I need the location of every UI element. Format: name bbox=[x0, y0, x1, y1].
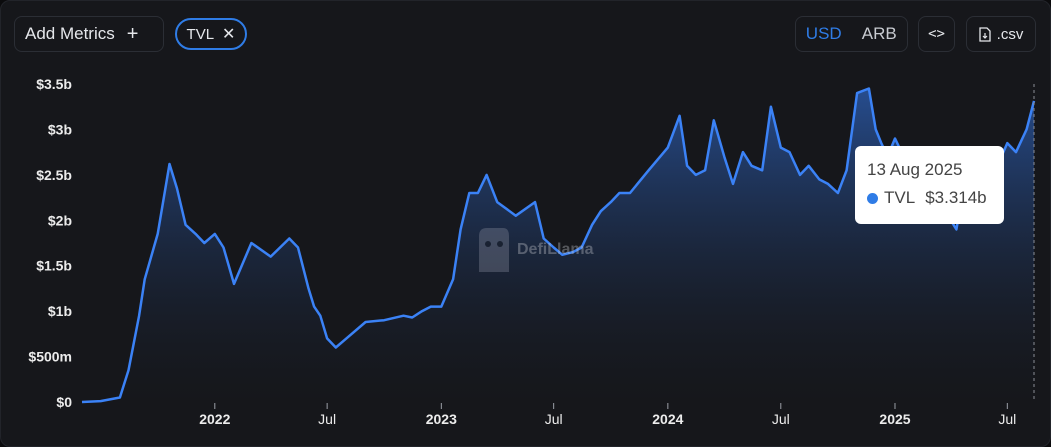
tooltip-value: $3.314b bbox=[925, 188, 987, 207]
add-metrics-button[interactable]: Add Metrics + bbox=[14, 16, 164, 52]
y-tick-label: $500m bbox=[28, 349, 72, 365]
csv-label: .csv bbox=[996, 25, 1024, 43]
x-tick-label: Jul bbox=[318, 411, 336, 427]
x-tick-label: Jul bbox=[998, 411, 1016, 427]
currency-option-usd[interactable]: USD bbox=[805, 24, 842, 43]
x-tick-label: Jul bbox=[772, 411, 790, 427]
y-tick-label: $3.5b bbox=[36, 76, 72, 92]
series-color-dot bbox=[867, 192, 878, 204]
currency-toggle[interactable]: USD ARB bbox=[795, 16, 908, 52]
y-axis: $0 $500m $1b $1.5b $2b $2.5b $3b $3.5b bbox=[28, 76, 72, 410]
x-tick-label: 2024 bbox=[652, 411, 683, 427]
y-tick-label: $3b bbox=[48, 121, 72, 137]
x-tick-label: Jul bbox=[545, 411, 563, 427]
embed-code-button[interactable]: <> bbox=[918, 16, 955, 52]
plus-icon: + bbox=[126, 23, 139, 45]
watermark-text: DefiLlama bbox=[517, 241, 594, 258]
x-tick-label: 2025 bbox=[879, 411, 910, 427]
chart-tooltip: 13 Aug 2025 TVL $3.314b bbox=[855, 146, 1004, 224]
add-metrics-label: Add Metrics bbox=[25, 24, 115, 43]
close-icon[interactable]: ✕ bbox=[222, 26, 236, 43]
y-tick-label: $0 bbox=[56, 394, 72, 410]
metric-chip-tvl[interactable]: TVL ✕ bbox=[175, 18, 247, 50]
x-tick-label: 2022 bbox=[199, 411, 230, 427]
currency-option-arb[interactable]: ARB bbox=[861, 24, 897, 43]
x-axis: 2022 Jul 2023 Jul 2024 Jul 2025 Jul bbox=[199, 403, 1016, 427]
file-download-icon bbox=[979, 26, 991, 42]
y-tick-label: $1b bbox=[48, 303, 72, 319]
x-tick-label: 2023 bbox=[426, 411, 457, 427]
tooltip-date: 13 Aug 2025 bbox=[867, 160, 963, 179]
tooltip-series-name: TVL bbox=[884, 188, 916, 207]
metric-chip-label: TVL bbox=[186, 25, 215, 43]
y-tick-label: $1.5b bbox=[36, 258, 72, 274]
code-icon: <> bbox=[928, 26, 945, 42]
y-tick-label: $2.5b bbox=[36, 167, 72, 183]
llama-logo-icon bbox=[479, 228, 509, 272]
download-csv-button[interactable]: .csv bbox=[966, 16, 1036, 52]
defillama-watermark: DefiLlama bbox=[473, 226, 593, 274]
y-tick-label: $2b bbox=[48, 212, 72, 228]
